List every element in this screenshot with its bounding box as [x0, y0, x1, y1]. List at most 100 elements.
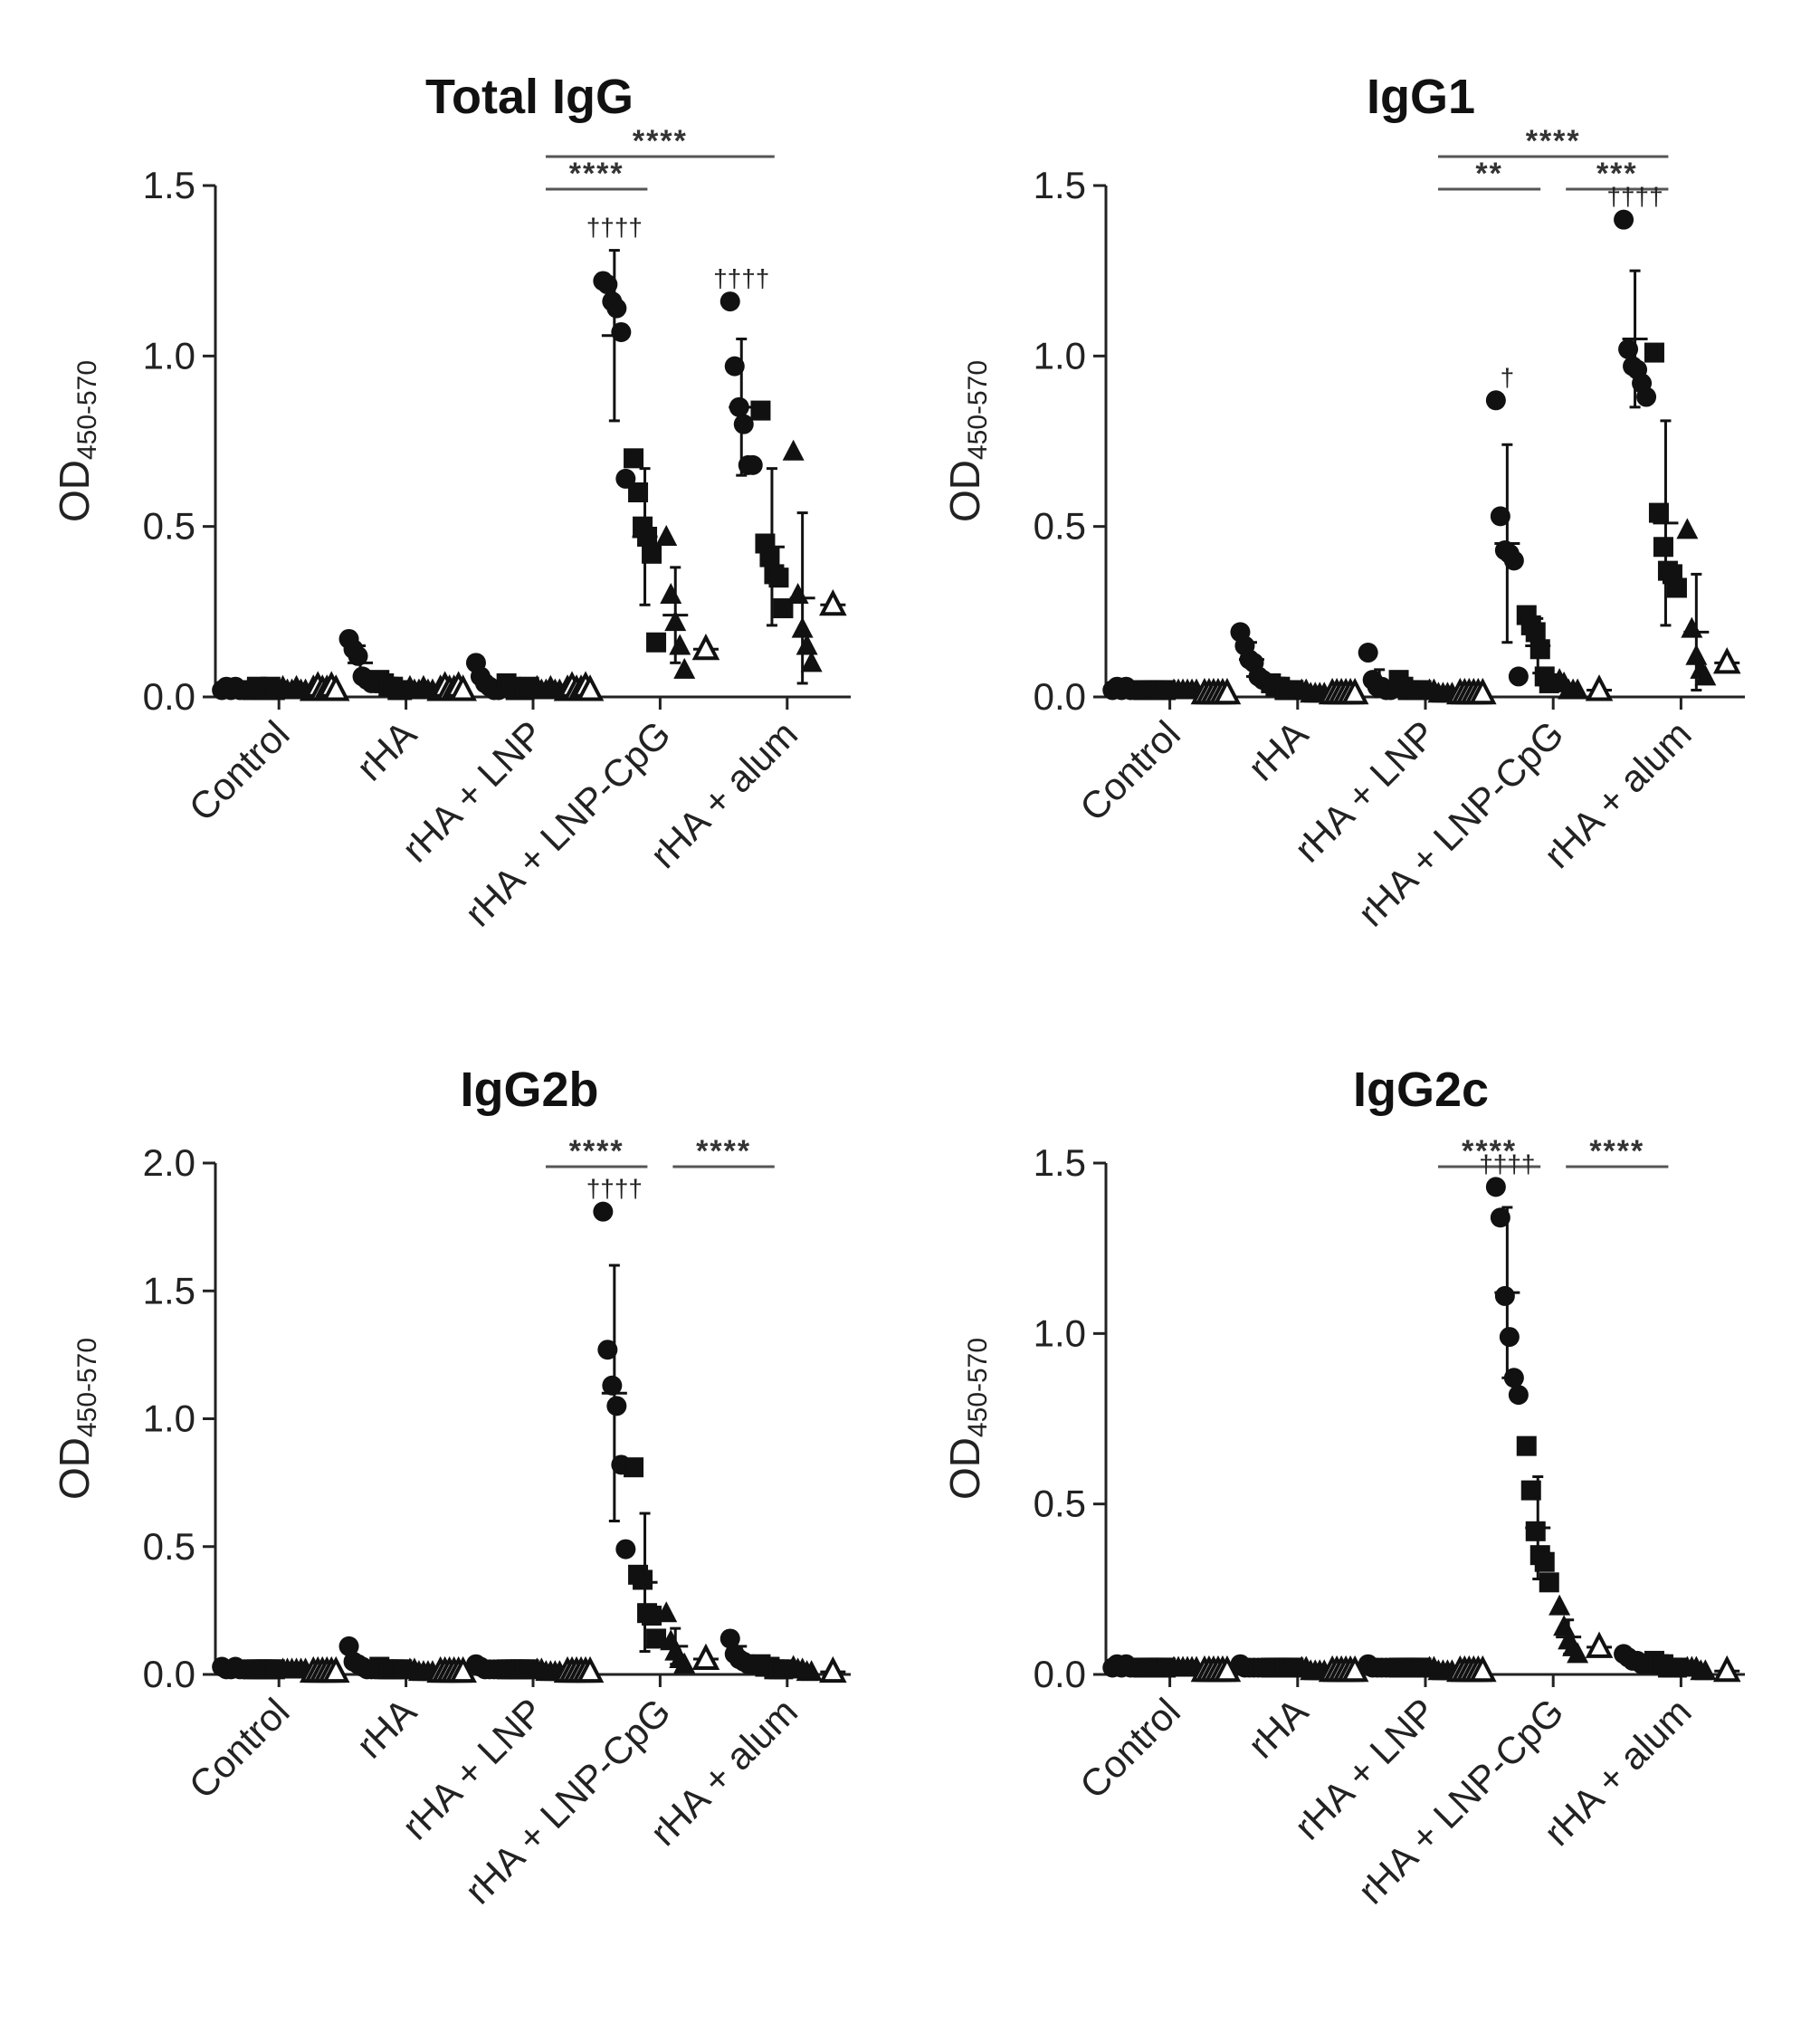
data-point: [1534, 1551, 1555, 1572]
y-tick-label: 1.0: [143, 334, 195, 377]
series-circle: [719, 291, 763, 477]
data-point: [1490, 506, 1510, 527]
series-square: [496, 672, 539, 701]
data-point: [1340, 677, 1369, 705]
data-point: [691, 633, 720, 661]
data-point: [606, 298, 627, 319]
significance-label: ****: [633, 124, 688, 158]
data-point: [1666, 577, 1687, 598]
panel-title: IgG1: [1367, 70, 1475, 124]
data-point: [800, 651, 823, 672]
series-square: [369, 1656, 413, 1680]
series-open-triangle: [1712, 647, 1741, 674]
dagger-annotation: ††††: [713, 264, 769, 292]
data-point: [321, 674, 350, 701]
data-point: [655, 1601, 678, 1623]
y-tick-label: 1.0: [1034, 334, 1086, 377]
series-circle: [719, 1628, 763, 1674]
data-point: [611, 321, 632, 342]
y-axis-label-main: OD: [941, 460, 988, 522]
x-tick-label: Control: [1072, 1690, 1188, 1807]
data-point: [719, 291, 740, 312]
data-point: [1712, 1655, 1741, 1683]
series-circle: [1485, 1177, 1529, 1406]
data-point: [449, 674, 477, 701]
series-open-triangle: [1585, 1631, 1614, 1658]
data-point: [1694, 1659, 1717, 1681]
data-point: [1676, 518, 1699, 539]
series-open-triangle: [691, 1643, 720, 1671]
y-axis-label-main: OD: [941, 1437, 988, 1500]
data-point: [786, 583, 809, 604]
data-point: [338, 1636, 359, 1656]
series-open-triangle: [299, 671, 350, 701]
series-triangle: [655, 524, 696, 679]
y-tick-label: 0.5: [143, 1525, 195, 1568]
series-circle: [1485, 390, 1529, 687]
y-tick-label: 1.5: [1034, 1141, 1086, 1184]
series-open-triangle: [553, 671, 605, 701]
series-open-triangle: [1190, 677, 1242, 705]
series-triangle: [782, 439, 823, 685]
data-point: [576, 674, 605, 701]
significance-label: ***: [1596, 157, 1638, 191]
series-open-triangle: [1712, 1655, 1741, 1683]
data-point: [719, 1628, 740, 1649]
dagger-annotation: †: [1501, 363, 1515, 391]
data-point: [602, 1375, 623, 1396]
data-point: [782, 439, 805, 461]
data-point: [597, 274, 618, 295]
significance-label: ****: [1526, 124, 1581, 158]
y-axis-label: OD450-570: [941, 1338, 993, 1500]
series-square: [1388, 670, 1432, 701]
series-square: [496, 1659, 539, 1680]
series-open-triangle: [299, 1655, 350, 1683]
data-point: [321, 1655, 350, 1683]
y-tick-label: 1.0: [143, 1397, 195, 1440]
series-open-triangle: [691, 633, 720, 661]
data-point: [1503, 550, 1524, 571]
data-point: [642, 1606, 662, 1626]
data-point: [733, 414, 754, 434]
series-triangle: [1163, 1655, 1208, 1677]
y-axis-label-subscript: 450-570: [72, 1338, 102, 1437]
series-open-triangle: [1446, 1655, 1497, 1683]
series-open-triangle: [553, 1655, 605, 1683]
y-axis-label-subscript: 450-570: [963, 1338, 993, 1437]
data-point: [1494, 1285, 1515, 1306]
data-point: [1548, 1594, 1571, 1616]
data-point: [624, 1457, 644, 1478]
data-point: [1529, 639, 1550, 660]
series-triangle: [1676, 518, 1717, 691]
data-point: [348, 645, 368, 666]
y-tick-label: 1.0: [1034, 1311, 1086, 1354]
series-open-triangle: [1318, 1655, 1369, 1683]
series-circle: [593, 249, 636, 489]
x-tick-label: rHA: [348, 712, 424, 788]
data-point: [1358, 643, 1378, 663]
data-point: [597, 1340, 618, 1360]
x-tick-label: Control: [1072, 712, 1188, 829]
significance-label: ****: [1462, 1134, 1517, 1168]
series-square: [369, 670, 413, 701]
dagger-annotation: ††††: [586, 214, 643, 242]
x-tick-label: Control: [181, 1690, 298, 1807]
series-open-triangle: [819, 1655, 847, 1683]
x-tick-label: Control: [181, 712, 298, 829]
data-point: [1525, 622, 1546, 643]
series-circle: [1358, 643, 1401, 701]
data-point: [1567, 1642, 1589, 1664]
data-point: [1213, 677, 1242, 705]
data-point: [624, 448, 644, 469]
data-point: [1585, 674, 1614, 701]
y-tick-label: 0.5: [143, 505, 195, 548]
data-point: [1539, 1572, 1559, 1593]
data-point: [1712, 647, 1741, 674]
series-open-triangle: [819, 588, 847, 616]
data-point: [655, 524, 678, 546]
data-point: [1503, 1368, 1524, 1388]
y-tick-label: 0.0: [143, 675, 195, 718]
